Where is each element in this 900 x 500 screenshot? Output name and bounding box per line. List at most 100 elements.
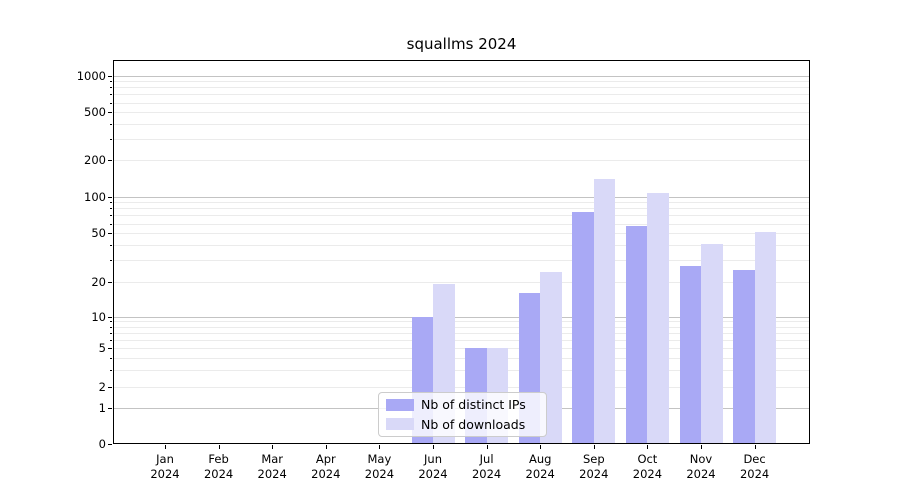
y-minor-tick-mark (110, 138, 112, 140)
minor-gridline (113, 326, 810, 328)
x-tick-mark (165, 445, 166, 449)
y-tick-label: 10 (91, 309, 106, 324)
minor-gridline (113, 87, 810, 89)
major-gridline (113, 196, 810, 198)
legend-label-distinct-ips: Nb of distinct IPs (421, 397, 526, 413)
chart-title: squallms 2024 (406, 35, 517, 53)
y-tick-mark (108, 196, 112, 198)
minor-gridline (113, 202, 810, 204)
bar-distinct-ips-8 (572, 211, 594, 444)
x-tick-label: Dec 2024 (739, 452, 770, 481)
minor-gridline (113, 332, 810, 334)
y-tick-label: 0 (98, 437, 106, 451)
y-minor-tick-mark (110, 112, 112, 114)
bar-distinct-ips-9 (625, 226, 648, 444)
x-tick-label: Feb 2024 (203, 452, 234, 481)
minor-gridline (113, 260, 810, 262)
y-tick-mark (108, 444, 112, 445)
x-tick-mark (593, 445, 595, 449)
bar-downloads-11 (754, 232, 777, 444)
y-minor-tick-mark (110, 348, 112, 350)
minor-gridline (113, 281, 810, 283)
y-tick-label: 20 (91, 274, 106, 289)
y-minor-tick-mark (110, 215, 112, 217)
x-tick-mark (647, 445, 649, 449)
y-tick-label: 1000 (76, 68, 106, 83)
y-minor-tick-mark (110, 94, 112, 96)
minor-gridline (113, 215, 810, 217)
x-tick-label: Jun 2024 (418, 452, 448, 481)
y-minor-tick-mark (110, 357, 112, 359)
y-tick-mark (108, 316, 112, 318)
minor-gridline (113, 81, 810, 83)
plot-area (113, 60, 810, 444)
y-tick-label: 200 (84, 153, 106, 168)
y-tick-label: 500 (84, 105, 106, 120)
bar-distinct-ips-11 (733, 269, 755, 444)
x-tick-mark (540, 445, 542, 449)
x-tick-label: Jan 2024 (150, 452, 180, 481)
y-tick-label: 5 (98, 341, 106, 356)
minor-gridline (113, 386, 810, 388)
bar-downloads-10 (701, 243, 723, 444)
x-tick-mark (325, 445, 327, 449)
legend-swatch-downloads (386, 418, 414, 431)
x-tick-mark (218, 445, 220, 449)
x-tick-label: Aug 2024 (525, 452, 555, 481)
x-tick-label: Jul 2024 (471, 452, 502, 481)
x-tick-mark (701, 445, 702, 449)
y-minor-tick-mark (110, 326, 112, 328)
major-gridline (113, 75, 810, 77)
legend: Nb of distinct IPs Nb of downloads (378, 392, 547, 437)
bar-downloads-9 (647, 193, 669, 444)
minor-gridline (113, 244, 810, 246)
y-minor-tick-mark (110, 260, 112, 262)
minor-gridline (113, 208, 810, 210)
y-minor-tick-mark (110, 87, 112, 89)
y-tick-label: 2 (98, 379, 106, 394)
y-minor-tick-mark (110, 123, 112, 125)
major-gridline (113, 316, 810, 318)
y-minor-tick-mark (110, 244, 112, 246)
bar-downloads-8 (593, 179, 616, 444)
minor-gridline (113, 321, 810, 323)
y-minor-tick-mark (110, 160, 112, 162)
legend-entry-distinct-ips: Nb of distinct IPs (379, 395, 546, 415)
minor-gridline (113, 138, 810, 140)
y-tick-label: 50 (91, 226, 106, 241)
x-tick-mark (379, 445, 381, 449)
minor-gridline (113, 357, 810, 359)
x-tick-label: Oct 2024 (632, 452, 663, 481)
minor-gridline (113, 123, 810, 125)
y-tick-mark (108, 75, 112, 77)
legend-label-downloads: Nb of downloads (421, 416, 526, 432)
minor-gridline (113, 233, 810, 235)
y-minor-tick-mark (110, 386, 112, 388)
bar-distinct-ips-10 (679, 265, 701, 444)
minor-gridline (113, 160, 810, 162)
y-minor-tick-mark (110, 339, 112, 341)
minor-gridline (113, 339, 810, 341)
x-tick-label: Sep 2024 (579, 452, 609, 481)
minor-gridline (113, 112, 810, 114)
x-tick-mark (754, 445, 756, 449)
minor-gridline (113, 348, 810, 350)
x-tick-mark (486, 445, 488, 449)
y-minor-tick-mark (110, 208, 112, 210)
y-minor-tick-mark (110, 332, 112, 334)
y-minor-tick-mark (110, 202, 112, 204)
minor-gridline (113, 369, 810, 371)
x-tick-label: May 2024 (364, 452, 395, 481)
y-minor-tick-mark (110, 223, 112, 225)
minor-gridline (113, 102, 810, 104)
x-tick-mark (272, 445, 274, 449)
y-minor-tick-mark (110, 281, 112, 283)
y-tick-mark (108, 408, 112, 410)
y-minor-tick-mark (110, 321, 112, 323)
y-minor-tick-mark (110, 81, 112, 83)
y-tick-label: 100 (84, 189, 106, 204)
x-tick-label: Apr 2024 (311, 452, 341, 481)
legend-swatch-distinct-ips (386, 398, 414, 411)
x-tick-label: Nov 2024 (686, 452, 716, 481)
